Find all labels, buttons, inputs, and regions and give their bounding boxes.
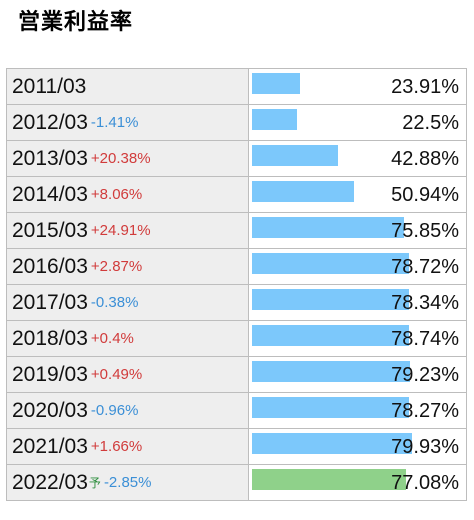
margin-bar	[252, 109, 297, 130]
table-row: 2021/03 +1.66% 79.93%	[7, 429, 467, 465]
change-label: +0.4%	[90, 330, 134, 347]
period-cell: 2020/03 -0.96%	[7, 393, 249, 428]
value-label: 78.74%	[391, 328, 459, 350]
margin-bar	[252, 397, 409, 418]
table-row: 2011/03 23.91%	[7, 69, 467, 105]
margin-bar	[252, 145, 338, 166]
period-cell: 2017/03 -0.38%	[7, 285, 249, 320]
period-cell: 2013/03 +20.38%	[7, 141, 249, 176]
period-cell: 2018/03 +0.4%	[7, 321, 249, 356]
bar-cell: 78.72%	[249, 249, 467, 284]
period-label: 2016/03	[12, 254, 88, 278]
bar-cell: 77.08%	[249, 465, 467, 500]
value-label: 23.91%	[391, 76, 459, 98]
chart-title: 営業利益率	[18, 10, 134, 35]
bar-cell: 50.94%	[249, 177, 467, 212]
value-label: 78.27%	[391, 400, 459, 422]
table-row: 2020/03 -0.96% 78.27%	[7, 393, 467, 429]
margin-bar	[252, 253, 409, 274]
bar-cell: 79.93%	[249, 429, 467, 464]
period-cell: 2015/03 +24.91%	[7, 213, 249, 248]
bar-cell: 75.85%	[249, 213, 467, 248]
change-label: -0.38%	[90, 294, 139, 311]
change-label: +8.06%	[90, 186, 143, 203]
table-row: 2013/03 +20.38% 42.88%	[7, 141, 467, 177]
table-row: 2019/03 +0.49% 79.23%	[7, 357, 467, 393]
period-label: 2015/03	[12, 218, 88, 242]
change-label: -1.41%	[90, 114, 139, 131]
table-row: 2017/03 -0.38% 78.34%	[7, 285, 467, 321]
period-label: 2019/03	[12, 362, 88, 386]
table-row: 2022/03 予 -2.85% 77.08%	[7, 465, 467, 501]
period-label: 2017/03	[12, 290, 88, 314]
period-cell: 2021/03 +1.66%	[7, 429, 249, 464]
period-label: 2018/03	[12, 326, 88, 350]
period-cell: 2019/03 +0.49%	[7, 357, 249, 392]
bar-cell: 79.23%	[249, 357, 467, 392]
bar-cell: 78.34%	[249, 285, 467, 320]
period-label: 2020/03	[12, 398, 88, 422]
change-label: -0.96%	[90, 402, 139, 419]
table-row: 2014/03 +8.06% 50.94%	[7, 177, 467, 213]
period-cell: 2022/03 予 -2.85%	[7, 465, 249, 500]
margin-bar	[252, 73, 300, 94]
table-row: 2016/03 +2.87% 78.72%	[7, 249, 467, 285]
period-label: 2011/03	[12, 74, 87, 98]
margin-bar	[252, 469, 406, 490]
margin-bar	[252, 289, 409, 310]
period-label: 2014/03	[12, 182, 88, 206]
forecast-mark: 予	[88, 476, 101, 490]
table-row: 2018/03 +0.4% 78.74%	[7, 321, 467, 357]
value-label: 50.94%	[391, 184, 459, 206]
value-label: 78.34%	[391, 292, 459, 314]
margin-bar	[252, 181, 354, 202]
margin-bar	[252, 361, 410, 382]
change-label: +2.87%	[90, 258, 143, 275]
table-row: 2015/03 +24.91% 75.85%	[7, 213, 467, 249]
margin-bar	[252, 433, 412, 454]
bar-cell: 23.91%	[249, 69, 467, 104]
period-label: 2013/03	[12, 146, 88, 170]
bar-cell: 78.27%	[249, 393, 467, 428]
value-label: 79.23%	[391, 364, 459, 386]
period-label: 2012/03	[12, 110, 88, 134]
change-label: +0.49%	[90, 366, 143, 383]
value-label: 78.72%	[391, 256, 459, 278]
value-label: 79.93%	[391, 436, 459, 458]
bar-cell: 22.5%	[249, 105, 467, 140]
value-label: 75.85%	[391, 220, 459, 242]
period-cell: 2011/03	[7, 69, 249, 104]
bar-cell: 78.74%	[249, 321, 467, 356]
period-label: 2022/03	[12, 470, 88, 494]
period-cell: 2012/03 -1.41%	[7, 105, 249, 140]
margin-bar	[252, 325, 409, 346]
value-label: 42.88%	[391, 148, 459, 170]
period-cell: 2014/03 +8.06%	[7, 177, 249, 212]
value-label: 22.5%	[402, 112, 459, 134]
change-label: +1.66%	[90, 438, 143, 455]
operating-margin-table: 2011/03 23.91% 2012/03 -1.41% 22.5% 2013/03 +2…	[6, 68, 467, 501]
period-label: 2021/03	[12, 434, 88, 458]
change-label: +20.38%	[90, 150, 151, 167]
margin-bar	[252, 217, 404, 238]
period-cell: 2016/03 +2.87%	[7, 249, 249, 284]
value-label: 77.08%	[391, 472, 459, 494]
change-label: -2.85%	[103, 474, 152, 491]
change-label: +24.91%	[90, 222, 151, 239]
bar-cell: 42.88%	[249, 141, 467, 176]
table-row: 2012/03 -1.41% 22.5%	[7, 105, 467, 141]
